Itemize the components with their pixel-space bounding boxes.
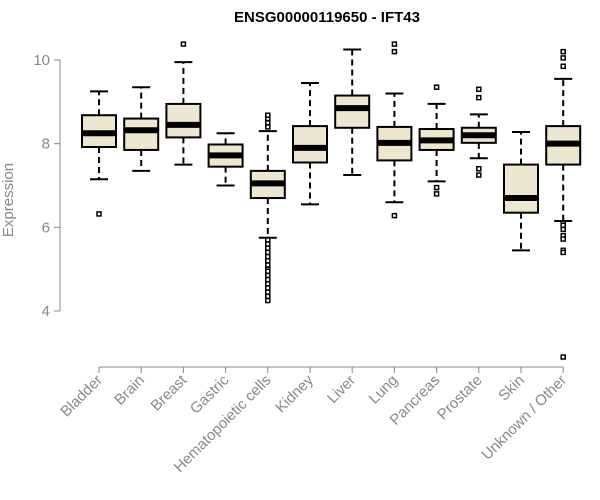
outlier-point bbox=[476, 166, 482, 172]
outlier-point bbox=[560, 48, 566, 55]
box-brain bbox=[123, 86, 160, 172]
box-iqr bbox=[334, 94, 371, 129]
box-series bbox=[81, 41, 582, 360]
outlier-point bbox=[433, 184, 440, 191]
box-kidney bbox=[292, 82, 328, 206]
outlier-point bbox=[265, 237, 271, 243]
outlier-point bbox=[265, 262, 271, 268]
outlier-point bbox=[560, 222, 566, 228]
x-tick-label: Lung bbox=[366, 372, 402, 408]
x-tick-label: Kidney bbox=[272, 371, 317, 416]
box-lung bbox=[376, 41, 413, 219]
x-tick-label: Bladder bbox=[57, 372, 106, 421]
box-unknown-other bbox=[545, 48, 582, 360]
outlier-point bbox=[433, 84, 440, 90]
outlier-point bbox=[560, 236, 566, 242]
y-tick-label: 10 bbox=[33, 52, 50, 69]
outlier-point bbox=[265, 281, 271, 287]
outlier-point bbox=[265, 272, 271, 279]
outlier-point bbox=[433, 191, 440, 197]
outlier-point bbox=[265, 289, 271, 295]
box-breast bbox=[165, 41, 202, 166]
outlier-point bbox=[560, 63, 566, 70]
outlier-point bbox=[476, 86, 482, 93]
outlier-point bbox=[265, 249, 271, 256]
box-gastric bbox=[207, 132, 244, 187]
outlier-point bbox=[265, 120, 271, 126]
outlier-point bbox=[476, 94, 482, 101]
outlier-point bbox=[391, 41, 398, 47]
box-hematopoietic-cells bbox=[249, 112, 286, 304]
outlier-point bbox=[265, 297, 271, 304]
outlier-point bbox=[391, 48, 398, 55]
box-pancreas bbox=[418, 84, 455, 197]
x-tick-label: Breast bbox=[148, 371, 191, 414]
outlier-point bbox=[476, 172, 482, 178]
chart-title: ENSG00000119650 - IFT43 bbox=[234, 9, 420, 26]
box-liver bbox=[334, 48, 371, 177]
box-iqr bbox=[165, 102, 202, 139]
outlier-point bbox=[265, 112, 271, 118]
outlier-point bbox=[391, 212, 398, 219]
y-tick-label: 6 bbox=[42, 219, 50, 236]
x-tick-label: Prostate bbox=[434, 372, 486, 424]
box-prostate bbox=[460, 86, 497, 178]
x-tick-label: Liver bbox=[324, 372, 359, 407]
x-tick-label: Skin bbox=[495, 372, 528, 405]
box-iqr bbox=[292, 125, 328, 164]
x-tick-label: Brain bbox=[111, 372, 148, 409]
box-iqr bbox=[123, 117, 160, 151]
outlier-point bbox=[265, 293, 271, 300]
outlier-point bbox=[265, 245, 271, 251]
outlier-point bbox=[180, 41, 187, 47]
y-tick-label: 4 bbox=[42, 303, 50, 320]
outlier-point bbox=[265, 276, 271, 283]
box-bladder bbox=[81, 90, 117, 217]
outlier-point bbox=[265, 258, 271, 264]
outlier-point bbox=[560, 226, 566, 233]
outlier-point bbox=[265, 285, 271, 291]
y-axis: 4 6 8 10 bbox=[33, 52, 61, 320]
outlier-point bbox=[96, 211, 102, 217]
outlier-point bbox=[265, 124, 271, 130]
outlier-point bbox=[560, 354, 566, 360]
outlier-point bbox=[560, 55, 566, 61]
outlier-point bbox=[265, 268, 271, 275]
outlier-point bbox=[560, 249, 566, 256]
box-iqr bbox=[503, 163, 539, 214]
y-tick-label: 8 bbox=[42, 136, 50, 153]
y-axis-label: Expression bbox=[0, 163, 17, 237]
outlier-point bbox=[265, 241, 271, 247]
box-skin bbox=[503, 130, 539, 252]
outlier-point bbox=[265, 253, 271, 260]
